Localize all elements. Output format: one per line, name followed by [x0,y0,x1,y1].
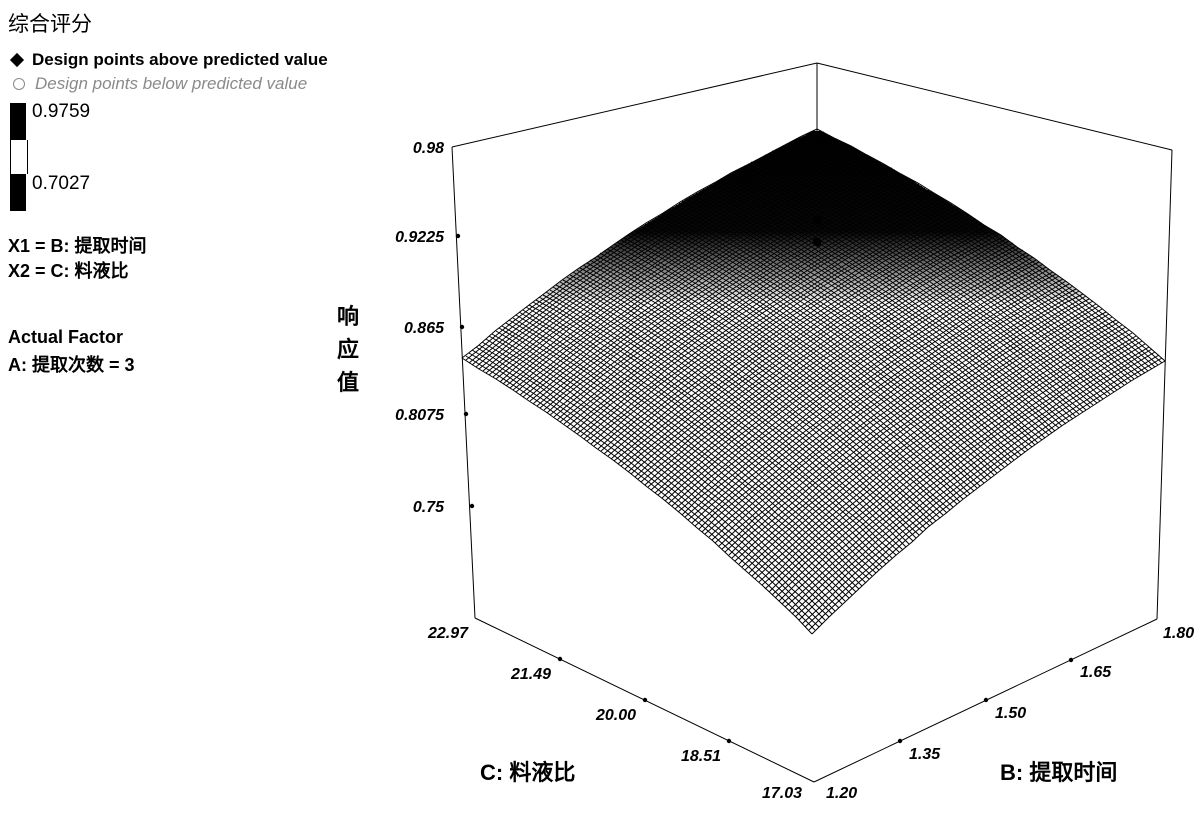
svg-text:22.97: 22.97 [427,625,469,642]
svg-text:1.20: 1.20 [826,785,857,802]
svg-text:20.00: 20.00 [595,707,636,724]
svg-text:21.49: 21.49 [510,666,551,683]
svg-text:0.98: 0.98 [413,140,444,157]
svg-text:B: 提取时间: B: 提取时间 [1000,760,1117,785]
svg-text:1.65: 1.65 [1080,664,1112,681]
svg-text:0.9225: 0.9225 [395,229,445,246]
svg-text:0.8075: 0.8075 [395,407,445,424]
svg-text:1.80: 1.80 [1163,625,1194,642]
svg-text:1.35: 1.35 [909,746,941,763]
svg-text:1.50: 1.50 [995,705,1026,722]
svg-text:17.03: 17.03 [762,785,802,802]
svg-text:18.51: 18.51 [681,748,721,765]
svg-text:0.75: 0.75 [413,499,445,516]
svg-text:0.865: 0.865 [404,320,445,337]
svg-text:C: 料液比: C: 料液比 [480,760,575,785]
